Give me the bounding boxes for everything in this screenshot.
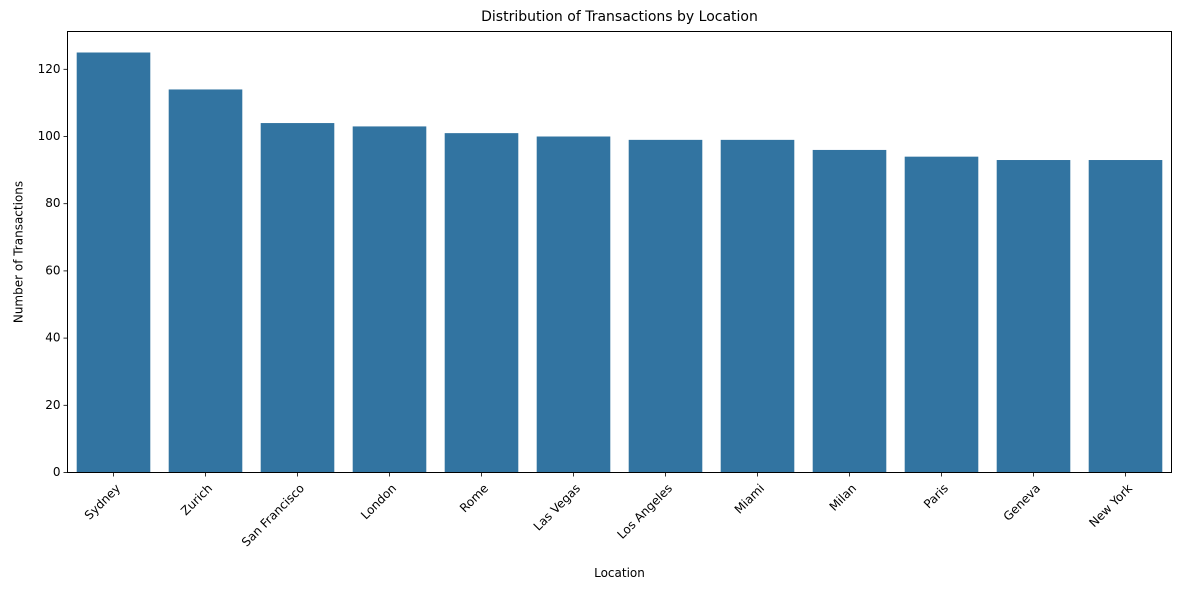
x-tick-label: Paris xyxy=(921,481,951,511)
bar-geneva xyxy=(996,160,1071,473)
bar-rome xyxy=(444,133,519,473)
x-tick-label: Milan xyxy=(827,481,860,514)
y-axis: 0 20 40 60 80 100 120 xyxy=(38,62,68,479)
y-tick-label: 40 xyxy=(45,331,60,345)
bar-london xyxy=(352,126,427,473)
x-tick-label: Los Angeles xyxy=(615,481,676,542)
bars-layer xyxy=(76,52,1163,473)
y-tick-label: 120 xyxy=(38,62,61,76)
y-tick-label: 80 xyxy=(45,196,60,210)
bar-paris xyxy=(904,156,979,473)
chart-title: Distribution of Transactions by Location xyxy=(481,9,758,25)
bar-zurich xyxy=(168,89,243,473)
bar-new-york xyxy=(1088,160,1163,473)
y-tick-label: 60 xyxy=(45,263,60,277)
x-axis: Sydney Zurich San Francisco London Rome Las V… xyxy=(82,472,1135,549)
x-tick-label: San Francisco xyxy=(239,481,307,549)
bar-los-angeles xyxy=(628,139,703,473)
bar-milan xyxy=(812,149,887,473)
bar-san-francisco xyxy=(260,123,335,473)
x-tick-label: Sydney xyxy=(82,481,123,522)
bar-miami xyxy=(720,139,795,473)
y-tick-label: 0 xyxy=(53,465,61,479)
y-tick-label: 20 xyxy=(45,398,60,412)
y-axis-title: Number of Transactions xyxy=(12,181,26,323)
bar-las-vegas xyxy=(536,136,611,473)
x-tick-label: Las Vegas xyxy=(531,481,583,533)
y-tick-label: 100 xyxy=(38,129,61,143)
x-tick-label: London xyxy=(358,481,399,522)
plot-frame xyxy=(67,31,1172,473)
x-axis-title: Location xyxy=(594,566,645,580)
bar-sydney xyxy=(76,52,151,473)
x-tick-label: Miami xyxy=(732,481,767,516)
x-tick-label: Zurich xyxy=(178,481,215,518)
x-tick-label: Rome xyxy=(457,481,491,515)
x-tick-label: Geneva xyxy=(1001,481,1044,524)
x-tick-label: New York xyxy=(1086,481,1135,530)
